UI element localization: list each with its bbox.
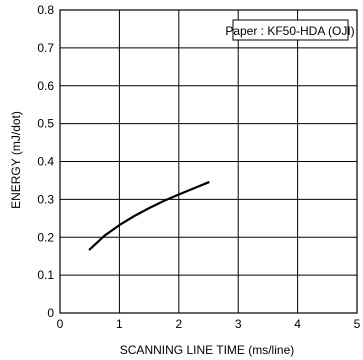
y-tick-label: 0: [47, 306, 54, 320]
y-tick-labels: 0 0.1 0.2 0.3 0.4 0.5 0.6 0.7 0.8: [37, 3, 54, 320]
grid: [59, 9, 358, 314]
x-tick-label: 5: [354, 317, 361, 331]
x-tick-label: 3: [235, 317, 242, 331]
x-tick-label: 4: [294, 317, 301, 331]
annotation-box: Paper : KF50-HDA (OJI): [225, 19, 355, 41]
y-axis-label: ENERGY (mJ/dot): [9, 111, 23, 209]
x-tick-label: 0: [57, 317, 64, 331]
y-tick-label: 0.7: [37, 41, 54, 55]
x-tick-labels: 0 1 2 3 4 5: [57, 317, 361, 331]
y-tick-label: 0.8: [37, 3, 54, 17]
y-tick-label: 0.2: [37, 230, 54, 244]
y-tick-label: 0.1: [37, 268, 54, 282]
energy-curve: [88, 181, 210, 251]
plot-area: [88, 181, 210, 251]
annotation-text: Paper : KF50-HDA (OJI): [225, 24, 354, 38]
y-tick-label: 0.5: [37, 117, 54, 131]
x-tick-label: 2: [175, 317, 182, 331]
x-tick-label: 1: [116, 317, 123, 331]
plot-frame: [59, 9, 358, 314]
y-tick-label: 0.3: [37, 192, 54, 206]
x-axis-label: SCANNING LINE TIME (ms/line): [120, 343, 294, 357]
y-tick-label: 0.6: [37, 79, 54, 93]
y-tick-label: 0.4: [37, 155, 54, 169]
